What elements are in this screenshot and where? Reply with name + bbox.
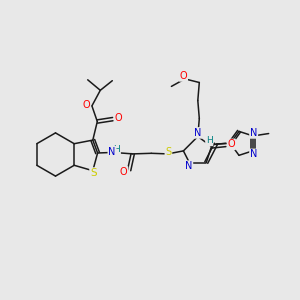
Text: N: N — [185, 161, 192, 171]
Text: O: O — [83, 100, 90, 110]
Text: N: N — [108, 147, 116, 157]
Text: O: O — [115, 113, 122, 123]
Text: S: S — [90, 168, 97, 178]
Text: N: N — [250, 128, 257, 138]
Text: O: O — [120, 167, 127, 177]
Text: O: O — [227, 140, 235, 149]
Text: H: H — [206, 136, 213, 146]
Text: O: O — [180, 71, 187, 81]
Text: H: H — [113, 145, 120, 154]
Text: N: N — [250, 149, 257, 159]
Text: N: N — [194, 128, 202, 138]
Text: S: S — [165, 147, 172, 157]
